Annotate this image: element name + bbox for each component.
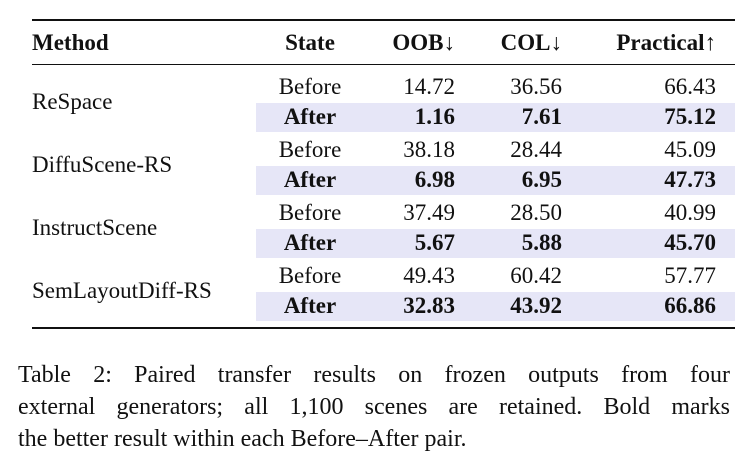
table-cell: 47.73 [664, 167, 716, 192]
method-cell: DiffuScene-RS [32, 152, 173, 177]
mid-rule [32, 64, 735, 65]
table-cell: 5.67 [414, 230, 455, 255]
table-cell: 66.86 [664, 293, 716, 318]
table-cell: 5.88 [521, 230, 562, 255]
table-cell: 28.50 [510, 200, 562, 225]
table-cell: 43.92 [510, 293, 562, 318]
table-cell: 45.70 [664, 230, 716, 255]
table-cell: 40.99 [664, 200, 716, 225]
table-cell: 60.42 [510, 263, 562, 288]
table-cell: After [283, 230, 337, 255]
table-cell: 6.98 [414, 167, 455, 192]
top-rule [32, 19, 735, 21]
table-cell: 38.18 [403, 137, 455, 162]
header-cell: OOB↓ [392, 30, 455, 55]
caption-line: the better result within each Before–Aft… [18, 426, 467, 452]
method-cell: ReSpace [32, 89, 113, 114]
caption-line: Table 2: Paired transfer results on froz… [18, 362, 730, 388]
table-cell: 1.16 [414, 104, 455, 129]
table-cell: 57.77 [664, 263, 716, 288]
table-cell: 75.12 [664, 104, 716, 129]
table-cell: After [283, 167, 337, 192]
table-cell: 45.09 [664, 137, 716, 162]
highlight-row [256, 229, 735, 258]
table-cell: After [283, 104, 337, 129]
method-cell: SemLayoutDiff-RS [32, 278, 212, 303]
highlight-row [256, 103, 735, 132]
table-cell: 14.72 [403, 74, 455, 99]
header-cell: Practical↑ [616, 30, 716, 55]
method-cell: InstructScene [32, 215, 158, 240]
table-cell: 6.95 [521, 167, 562, 192]
header-cell: COL↓ [500, 30, 562, 55]
header-cell: State [285, 30, 335, 55]
table-cell: 32.83 [403, 293, 455, 318]
table-cell: 36.56 [510, 74, 562, 99]
header-cell: Method [32, 30, 109, 55]
caption-line: external generators; all 1,100 scenes ar… [18, 394, 730, 420]
table-cell: Before [278, 137, 342, 162]
highlight-row [256, 292, 735, 321]
table-cell: 49.43 [403, 263, 455, 288]
table-cell: 37.49 [403, 200, 455, 225]
highlight-row [256, 166, 735, 195]
table-cell: 66.43 [664, 74, 716, 99]
table-cell: Before [278, 200, 342, 225]
bottom-rule [32, 327, 735, 329]
table-cell: After [283, 293, 337, 318]
table-cell: Before [278, 263, 342, 288]
table-cell: 7.61 [521, 104, 562, 129]
table-cell: 28.44 [510, 137, 562, 162]
table-cell: Before [278, 74, 342, 99]
